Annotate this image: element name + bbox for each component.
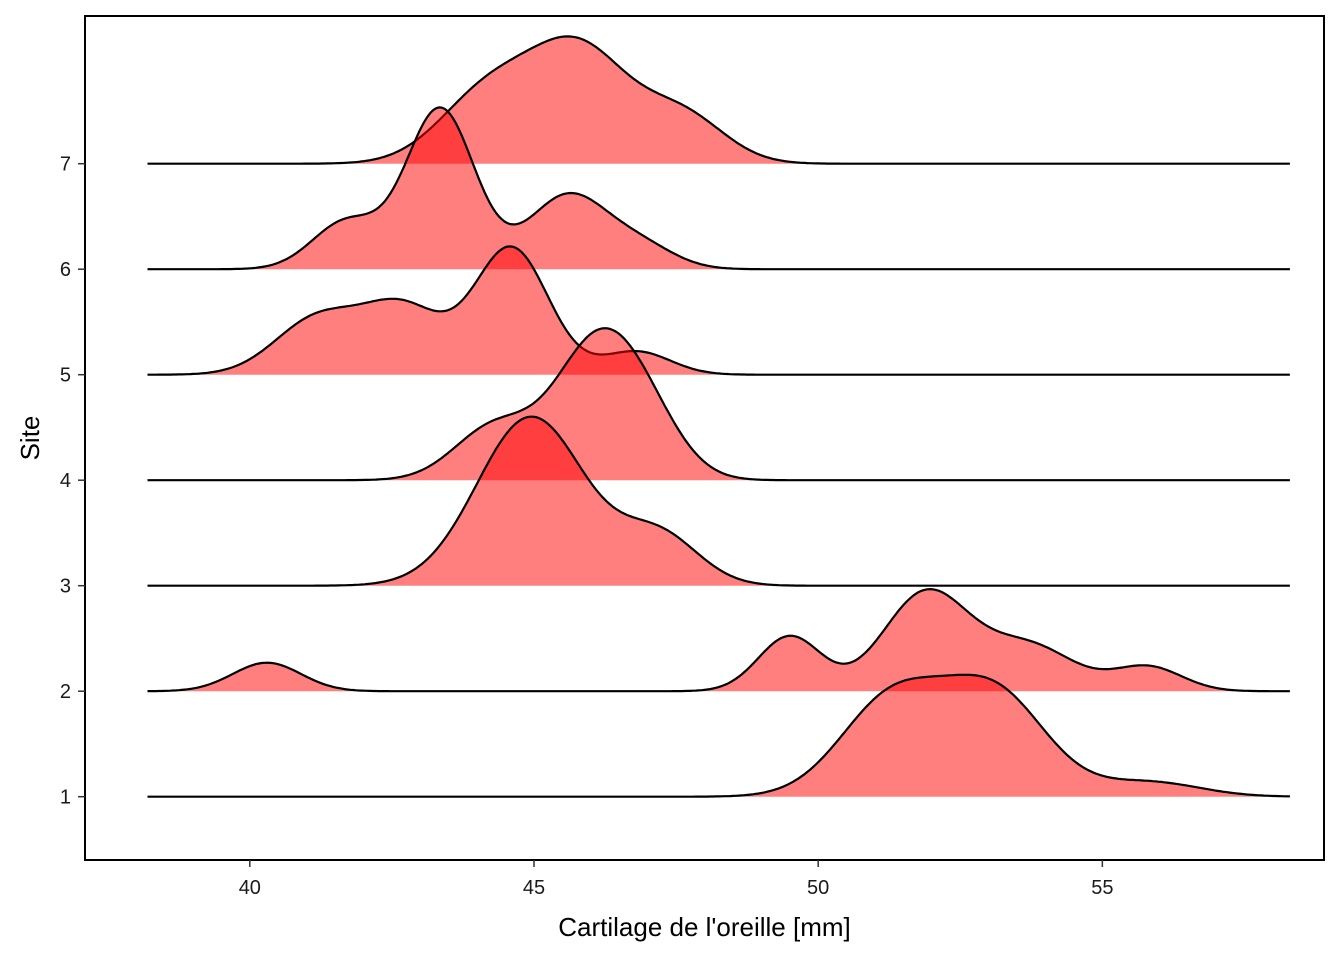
y-axis: 1 2 3 4 5 6 7 [60, 154, 85, 809]
y-axis-title: Site [15, 416, 45, 461]
x-tick-label: 55 [1091, 877, 1113, 899]
y-tick-label: 3 [60, 576, 71, 598]
x-tick-label: 40 [239, 877, 261, 899]
ridge-line-site-5 [147, 245, 1290, 376]
ridge-site-6 [147, 106, 1290, 271]
y-tick-label: 6 [60, 259, 71, 281]
x-tick-label: 50 [807, 877, 829, 899]
ridge-fill-site-5 [147, 246, 1290, 375]
panel-border [84, 15, 1325, 861]
x-axis: 40 45 50 55 [239, 860, 1113, 899]
ridge-site-1 [147, 673, 1290, 798]
ridge-line-site-2 [147, 588, 1290, 693]
ridge-fill-site-2 [147, 589, 1290, 692]
ridge-line-site-6 [147, 106, 1290, 271]
y-tick-label: 4 [60, 470, 71, 492]
ridges [147, 35, 1290, 798]
x-tick-label: 45 [523, 877, 545, 899]
ridge-fill-site-1 [147, 674, 1290, 797]
ridge-site-4 [147, 327, 1290, 482]
ridge-site-7 [147, 35, 1290, 165]
ridge-site-2 [147, 588, 1290, 693]
ridge-line-site-1 [147, 673, 1290, 798]
y-tick-label: 2 [60, 681, 71, 703]
y-tick-label: 7 [60, 154, 71, 176]
x-axis-title: Cartilage de l'oreille [mm] [558, 912, 851, 942]
ridge-fill-site-7 [147, 36, 1290, 164]
ridge-line-site-7 [147, 35, 1290, 165]
y-tick-label: 5 [60, 365, 71, 387]
ridge-fill-site-6 [147, 107, 1290, 270]
ridge-site-5 [147, 245, 1290, 376]
y-tick-label: 1 [60, 787, 71, 809]
ridge-site-3 [147, 415, 1290, 587]
ridge-line-site-3 [147, 415, 1290, 587]
ridge-fill-site-3 [147, 416, 1290, 586]
ridge-line-site-4 [147, 327, 1290, 482]
